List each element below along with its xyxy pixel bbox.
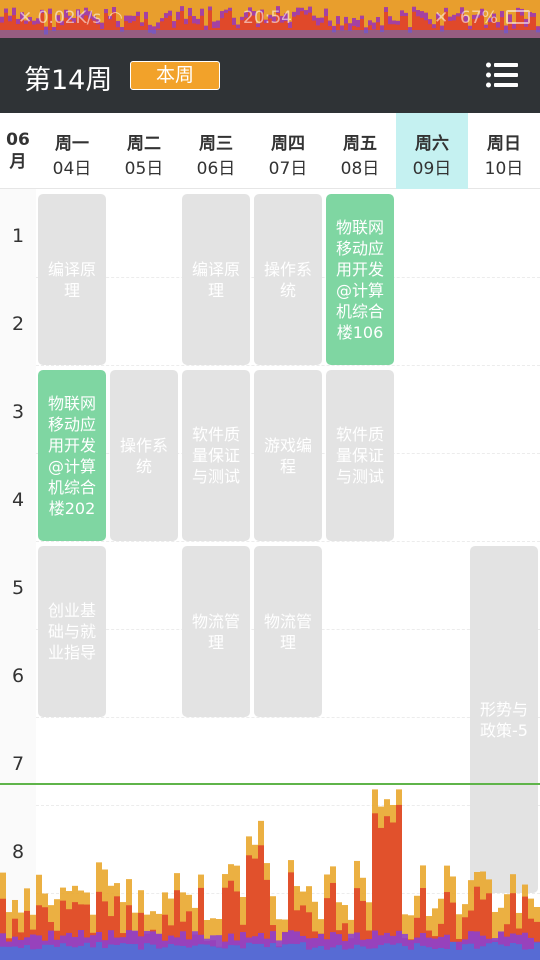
grid-line [36,717,540,718]
day-date: 06日 [196,159,236,179]
timetable-grid: 123456789 编译原理编译原理操作系统物联网移动应用开发@计算机综合楼10… [0,189,540,960]
title-bar [0,38,540,113]
gpu-profile-overlay [0,789,540,960]
month-suffix: 月 [9,152,27,172]
day-column-header: 周三 06日 [180,113,252,189]
course-name: 编译原理 [191,259,240,300]
period-number: 7 [11,753,25,775]
period-number: 4 [11,489,25,511]
day-date: 10日 [484,159,524,179]
course-card[interactable]: 物流管理 [182,546,250,717]
wifi-icon: ◠ [108,8,123,28]
course-name: 游戏编程 [263,435,312,476]
period-number: 1 [11,225,25,247]
course-name: 软件质量保证与测试 [335,425,384,486]
status-time: 20:54 [243,8,292,28]
status-bar: ✕ 0.02K/s ◠ 20:54 ✕ 67% [0,0,540,38]
course-name: 操作系统 [263,259,312,300]
period-number: 6 [11,665,25,687]
current-week-badge[interactable]: 本周 [130,61,220,90]
course-name: 物流管理 [263,611,312,652]
course-card[interactable]: 物联网移动应用开发@计算机综合楼106 [326,194,394,365]
day-name: 周一 [55,134,89,154]
course-card[interactable]: 操作系统 [110,370,178,541]
course-card[interactable]: 编译原理 [38,194,106,365]
course-card[interactable]: 编译原理 [182,194,250,365]
course-name: 物联网移动应用开发@计算机综合楼106 [335,217,384,342]
day-name: 周四 [271,134,305,154]
grid-line [36,365,540,366]
month-number: 06 [6,130,30,150]
course-name: 编译原理 [47,259,96,300]
day-column-header: 周五 08日 [324,113,396,189]
course-card[interactable]: 游戏编程 [254,370,322,541]
course-name: 物流管理 [191,611,240,652]
grid-line [36,805,540,806]
current-time-line [0,783,540,785]
grid-line [36,541,540,542]
day-name: 周六 [415,134,449,154]
period-number: 8 [11,841,25,863]
course-card[interactable]: 软件质量保证与测试 [182,370,250,541]
battery-percent: 67% [460,8,498,28]
battery-icon [506,10,530,24]
day-date: 09日 [412,159,452,179]
course-card[interactable]: 软件质量保证与测试 [326,370,394,541]
course-name: 形势与政策-5 [479,699,528,740]
day-name: 周二 [127,134,161,154]
no-signal-icon: ✕ [18,8,33,28]
course-card[interactable]: 物联网移动应用开发@计算机综合楼202 [38,370,106,541]
day-column-header: 周四 07日 [252,113,324,189]
status-bar-graph [0,0,540,38]
network-speed: ✕ 0.02K/s [18,8,102,28]
course-name: 创业基础与就业指导 [47,601,96,662]
day-column-header: 周二 05日 [108,113,180,189]
day-header: 06 月 周一 04日 周二 05日 周三 06日 周四 07日 周五 08日 周六 09日 周日 10日 [0,113,540,189]
period-number: 5 [11,577,25,599]
course-card[interactable]: 操作系统 [254,194,322,365]
day-column-header: 周一 04日 [36,113,108,189]
hamburger-menu-icon[interactable] [486,62,518,88]
course-name: 物联网移动应用开发@计算机综合楼202 [47,393,96,518]
week-title[interactable]: 第14周 [24,65,113,96]
course-name: 操作系统 [119,435,168,476]
course-card[interactable]: 形势与政策-5 [470,546,538,893]
period-number: 2 [11,313,25,335]
period-column: 123456789 [0,189,36,960]
day-column-header: 周六 09日 [396,113,468,189]
day-name: 周五 [343,134,377,154]
day-name: 周日 [487,134,521,154]
mute-icon: ✕ [434,8,449,28]
course-card[interactable]: 创业基础与就业指导 [38,546,106,717]
day-date: 07日 [268,159,308,179]
period-number: 3 [11,401,25,423]
day-date: 05日 [124,159,164,179]
day-column-header: 周日 10日 [468,113,540,189]
course-name: 软件质量保证与测试 [191,425,240,486]
day-name: 周三 [199,134,233,154]
day-date: 08日 [340,159,380,179]
month-label: 06 月 [0,129,36,173]
day-date: 04日 [52,159,92,179]
course-card[interactable]: 物流管理 [254,546,322,717]
